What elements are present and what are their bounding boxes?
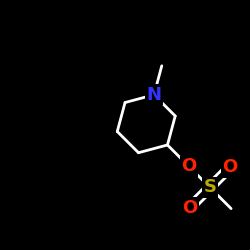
Text: O: O bbox=[181, 157, 196, 175]
Text: N: N bbox=[146, 86, 162, 104]
Text: S: S bbox=[204, 178, 216, 196]
Text: O: O bbox=[182, 198, 197, 216]
Text: O: O bbox=[222, 158, 238, 176]
